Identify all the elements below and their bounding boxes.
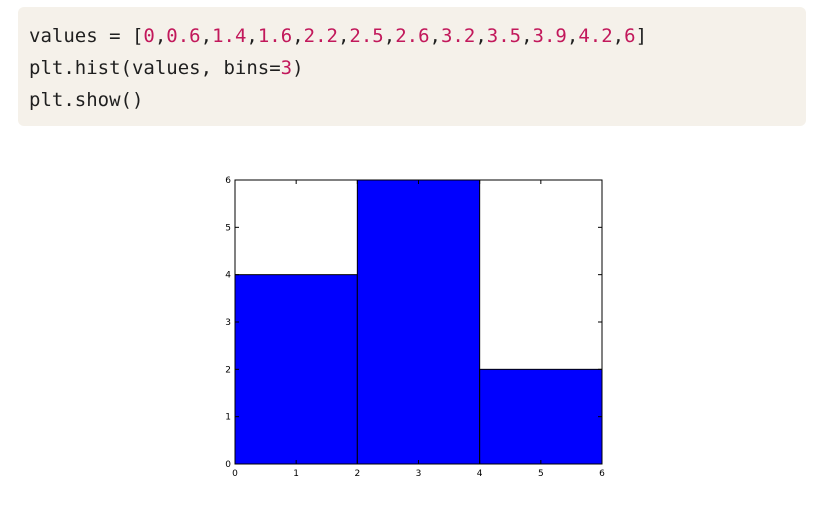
value-literal: 1.4 [212, 25, 247, 47]
comma: , [566, 25, 579, 47]
histogram-bar [234, 274, 358, 465]
value-literal: 3.2 [440, 25, 476, 47]
y-tick-label: 6 [225, 176, 231, 186]
value-literal: 6 [624, 25, 636, 47]
x-tick-label: 0 [232, 469, 238, 479]
bins-arg: 3 [280, 57, 293, 79]
comma: , [429, 25, 441, 47]
x-tick-label: 4 [477, 469, 483, 479]
y-tick-label: 0 [225, 460, 231, 470]
value-literal: 3.9 [532, 25, 567, 47]
x-tick-label: 3 [416, 469, 422, 479]
histogram-figure: 0 1 2 3 4 5 6 0 1 2 3 4 5 6 [215, 170, 615, 495]
code-line-values: values = [0,0.6,1.4,1.6,2.2,2.5,2.6,3.2,… [29, 20, 806, 52]
y-tick-label: 5 [225, 223, 231, 233]
x-tick-label: 1 [293, 469, 299, 479]
value-literal: 2.6 [395, 25, 430, 47]
value-literal: 3.5 [486, 25, 522, 47]
y-tick-label: 3 [225, 318, 231, 328]
value-literal: 1.6 [257, 25, 293, 47]
value-literal: 0 [143, 25, 155, 47]
comma: , [475, 25, 487, 47]
value-literal: 2.2 [303, 25, 338, 47]
y-tick-label: 4 [225, 271, 231, 281]
y-tick-label: 1 [225, 413, 231, 423]
comma: , [612, 25, 625, 47]
comma: , [246, 25, 258, 47]
code-text: values = [ [29, 25, 144, 47]
value-literal: 2.5 [349, 25, 384, 47]
code-text: ) [292, 57, 304, 79]
histogram-bar [356, 179, 481, 465]
x-tick-label: 6 [599, 469, 605, 479]
comma: , [383, 25, 396, 47]
y-tick-label: 2 [225, 365, 231, 375]
value-literal: 4.2 [578, 25, 613, 47]
values-list: 0,0.6,1.4,1.6,2.2,2.5,2.6,3.2,3.5,3.9,4.… [143, 25, 635, 47]
comma: , [292, 25, 304, 47]
histogram-bar [479, 368, 603, 465]
comma: , [521, 25, 533, 47]
value-literal: 0.6 [166, 25, 201, 47]
x-tick-label: 5 [538, 469, 544, 479]
comma: , [154, 25, 167, 47]
code-text: ] [635, 25, 648, 47]
histogram-chart: 0 1 2 3 4 5 6 0 1 2 3 4 5 6 [225, 176, 605, 479]
code-line-hist: plt.hist(values, bins=3) [29, 52, 806, 84]
code-line-show: plt.show() [29, 89, 144, 111]
comma: , [200, 25, 213, 47]
code-text: plt.hist(values, bins= [29, 57, 281, 79]
x-tick-label: 2 [354, 469, 360, 479]
comma: , [337, 25, 350, 47]
code-block: values = [0,0.6,1.4,1.6,2.2,2.5,2.6,3.2,… [18, 7, 806, 126]
